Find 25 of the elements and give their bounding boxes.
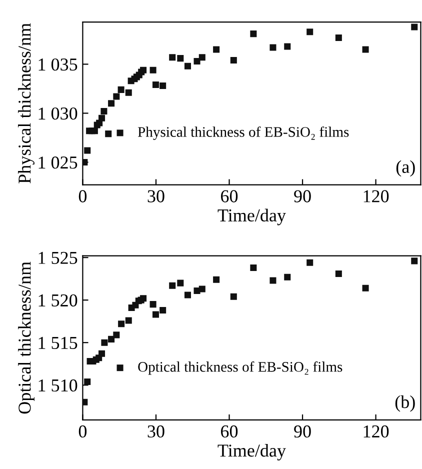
x-tick-label: 120 [364, 190, 389, 202]
y-tick-label: 1 035 [38, 58, 78, 71]
y-tick-label: 1 030 [38, 107, 78, 120]
y-tick-label: 1 510 [38, 379, 78, 392]
y-axis-title: Optical thickness/nm [18, 262, 34, 414]
y-axis-title: Physical thickness/nm [18, 23, 34, 184]
x-tick-label: 30 [148, 425, 164, 438]
x-tick-label: 0 [78, 190, 87, 202]
legend-label: Physical thickness of EB-SiO₂ films [138, 126, 349, 140]
x-tick-label: 30 [148, 190, 164, 202]
x-tick-label: 0 [78, 425, 87, 438]
y-tick-label: 1 025 [38, 156, 78, 169]
x-tick-label: 90 [294, 425, 311, 438]
x-tick-label: 60 [221, 425, 238, 438]
y-tick-label: 1 525 [38, 252, 78, 264]
legend-label: Optical thickness of EB-SiO₂ films [138, 361, 342, 375]
annotation: (b) [395, 395, 415, 412]
y-tick-label: 1 515 [38, 336, 78, 350]
x-tick-label: 60 [221, 190, 238, 202]
y-tick-label: 1 520 [38, 294, 78, 307]
x-axis-title: Time/day [218, 208, 286, 226]
annotation: (a) [396, 160, 415, 177]
x-tick-label: 120 [364, 425, 389, 438]
x-axis-title: Time/day [218, 444, 286, 460]
x-tick-label: 90 [294, 190, 311, 202]
